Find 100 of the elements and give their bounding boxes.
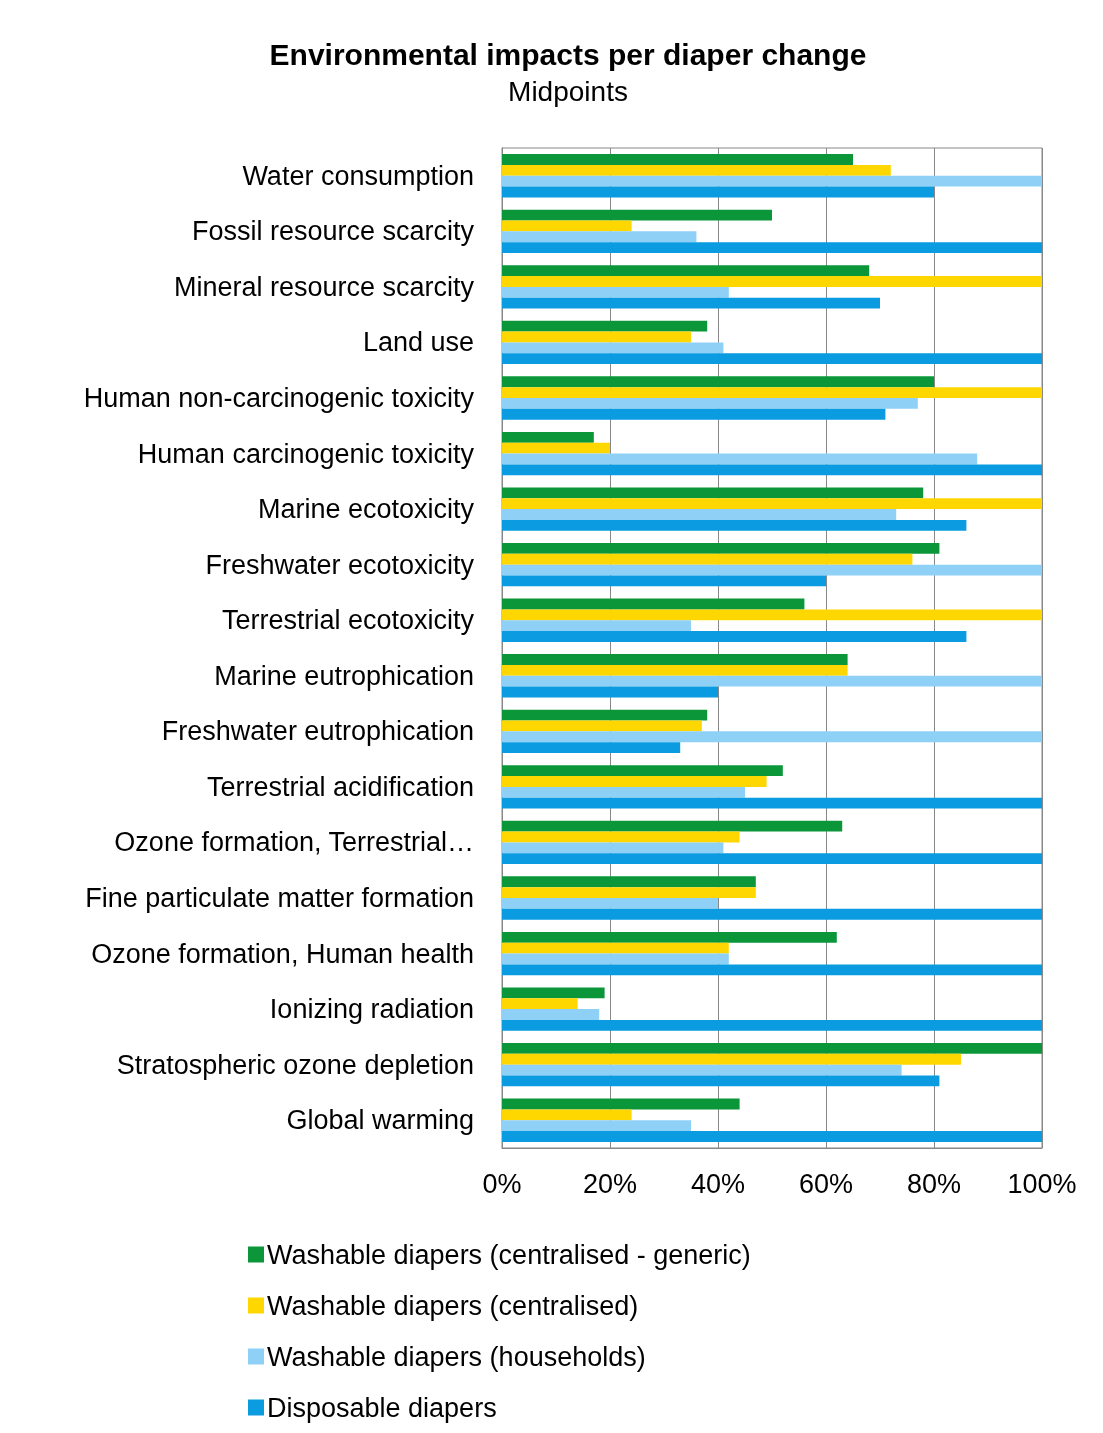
bar (502, 376, 934, 388)
bar (502, 709, 708, 721)
bar (502, 654, 848, 665)
bar (502, 553, 913, 565)
y-tick-label: Terrestrial acidification (206, 771, 474, 802)
bar (502, 1053, 961, 1065)
bar (502, 231, 697, 243)
y-tick-label: Human non-carcinogenic toxicity (83, 383, 475, 413)
bar (502, 831, 740, 843)
bar (502, 575, 826, 587)
y-tick-label: Ionizing radiation (269, 994, 474, 1025)
y-tick-label: Freshwater eutrophication (161, 716, 474, 747)
bar (502, 220, 632, 232)
bar (502, 898, 718, 909)
bar (502, 853, 1042, 865)
bar (502, 964, 1042, 976)
bar (502, 931, 837, 943)
bar (502, 487, 924, 499)
y-tick-label: Freshwater ecotoxicity (205, 549, 475, 580)
bar (502, 598, 805, 610)
x-tick-label: 40% (690, 1168, 746, 1199)
bar (502, 876, 756, 888)
bar (502, 1043, 1042, 1054)
bar (502, 442, 610, 454)
legend-label: Washable diapers (centralised - generic) (267, 1239, 751, 1270)
y-tick-label: Global warming (286, 1105, 474, 1136)
y-tick-label: Land use (362, 327, 474, 358)
bar (502, 776, 767, 787)
bar (502, 786, 745, 798)
bar (502, 664, 848, 676)
bar (502, 1098, 740, 1110)
y-tick-label: Water consumption (242, 160, 474, 191)
y-tick-label: Ozone formation, Terrestrial… (114, 827, 474, 858)
bar (502, 953, 729, 965)
bar (502, 543, 940, 554)
bar (502, 1075, 940, 1087)
bar (502, 276, 1042, 287)
bar (502, 820, 843, 832)
chart-subtitle: Midpoints (508, 75, 628, 107)
bar (502, 509, 897, 520)
y-tick-label: Stratospheric ozone depletion (116, 1049, 474, 1080)
bar (502, 765, 783, 777)
bar (502, 887, 756, 898)
bar (502, 942, 729, 954)
x-tick-label: 80% (906, 1168, 962, 1199)
bar (502, 186, 934, 198)
y-tick-label: Marine ecotoxicity (257, 494, 475, 525)
bar (502, 242, 1042, 253)
bar (502, 519, 967, 531)
bar (502, 620, 691, 632)
legend-label: Washable diapers (households) (267, 1341, 646, 1372)
bar (502, 320, 708, 332)
bar (502, 175, 1042, 187)
y-tick-label: Ozone formation, Human health (91, 938, 474, 969)
bar (502, 464, 1042, 476)
y-tick-label: Fine particulate matter formation (85, 883, 474, 913)
x-tick-label: 60% (798, 1168, 854, 1199)
bar (502, 353, 1042, 365)
bar (502, 398, 918, 409)
bar (502, 498, 1042, 510)
bar (502, 731, 1042, 743)
bar (502, 564, 1042, 576)
bar (502, 987, 605, 999)
chart-title: Environmental impacts per diaper change (269, 37, 867, 71)
bar (502, 908, 1042, 920)
bar (502, 286, 729, 298)
bar (502, 164, 891, 176)
bar (502, 331, 691, 343)
bar (502, 1019, 1042, 1031)
bar (502, 742, 681, 753)
bar (502, 265, 870, 277)
x-tick-label: 100% (1007, 1168, 1077, 1199)
bar (502, 431, 594, 443)
bar (502, 342, 724, 354)
bar (502, 1109, 632, 1121)
y-tick-label: Human carcinogenic toxicity (137, 438, 475, 469)
bar (502, 1131, 1042, 1142)
bar (502, 675, 1042, 687)
legend-label: Disposable diapers (267, 1392, 497, 1423)
bar (502, 154, 853, 165)
bar (502, 842, 724, 854)
bar (502, 209, 772, 221)
y-tick-label: Marine eutrophication (214, 660, 474, 691)
y-tick-label: Mineral resource scarcity (173, 271, 475, 302)
bar (502, 609, 1042, 621)
y-tick-label: Fossil resource scarcity (191, 216, 475, 247)
bar (502, 631, 967, 642)
bar (502, 1120, 691, 1132)
bar (502, 453, 978, 465)
bar (502, 998, 578, 1010)
bar (502, 387, 1042, 398)
bar (502, 720, 702, 732)
bar (502, 408, 886, 420)
bar (502, 686, 718, 698)
legend-label: Washable diapers (centralised) (267, 1290, 639, 1321)
bar (502, 297, 880, 309)
bar (502, 1009, 600, 1020)
x-tick-label: 20% (582, 1168, 638, 1199)
bar (502, 797, 1042, 809)
x-tick-label: 0% (482, 1168, 522, 1199)
